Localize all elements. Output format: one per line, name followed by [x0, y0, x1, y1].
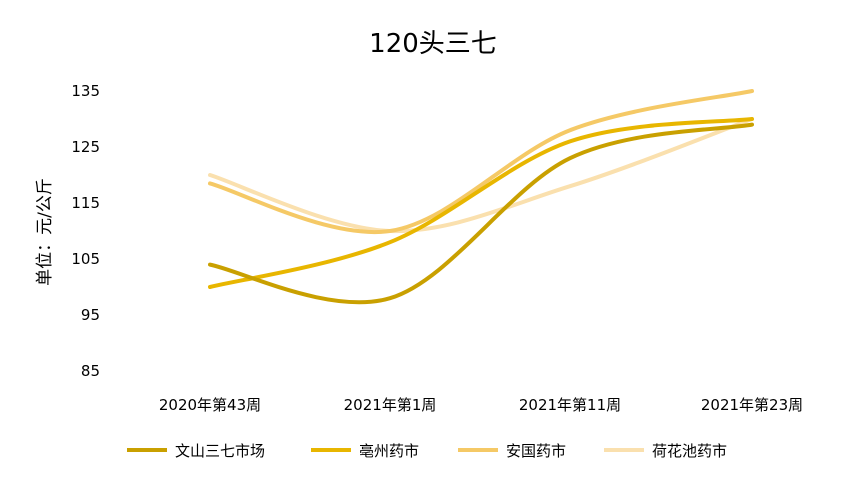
- y-tick-label: 115: [71, 194, 100, 212]
- series-line-1: [208, 117, 754, 289]
- series-line-2: [208, 89, 754, 235]
- x-tick-label: 2021年第23周: [701, 396, 803, 414]
- chart-title: 120头三七: [369, 29, 497, 59]
- legend-label: 荷花池药市: [652, 442, 727, 460]
- series-line-3: [208, 117, 754, 234]
- legend-label: 亳州药市: [359, 442, 419, 460]
- y-tick-label: 125: [71, 138, 100, 156]
- legend: 文山三七市场 亳州药市 安国药市 荷花池药市: [127, 442, 727, 460]
- y-tick-label: 135: [71, 82, 100, 100]
- y-tick-label: 95: [81, 306, 100, 324]
- y-axis-ticks: 85 95 105 115 125 135: [71, 82, 100, 380]
- y-tick-label: 105: [71, 250, 100, 268]
- x-tick-label: 2021年第11周: [519, 396, 621, 414]
- y-axis-label: 单位：元/公斤: [35, 178, 55, 286]
- x-tick-label: 2020年第43周: [159, 396, 261, 414]
- x-axis-ticks: 2020年第43周 2021年第1周 2021年第11周 2021年第23周: [159, 396, 803, 414]
- x-tick-label: 2021年第1周: [344, 396, 437, 414]
- legend-label: 安国药市: [506, 442, 566, 460]
- series-lines: [208, 89, 754, 305]
- legend-label: 文山三七市场: [175, 442, 265, 460]
- series-line-0: [208, 122, 754, 305]
- y-tick-label: 85: [81, 362, 100, 380]
